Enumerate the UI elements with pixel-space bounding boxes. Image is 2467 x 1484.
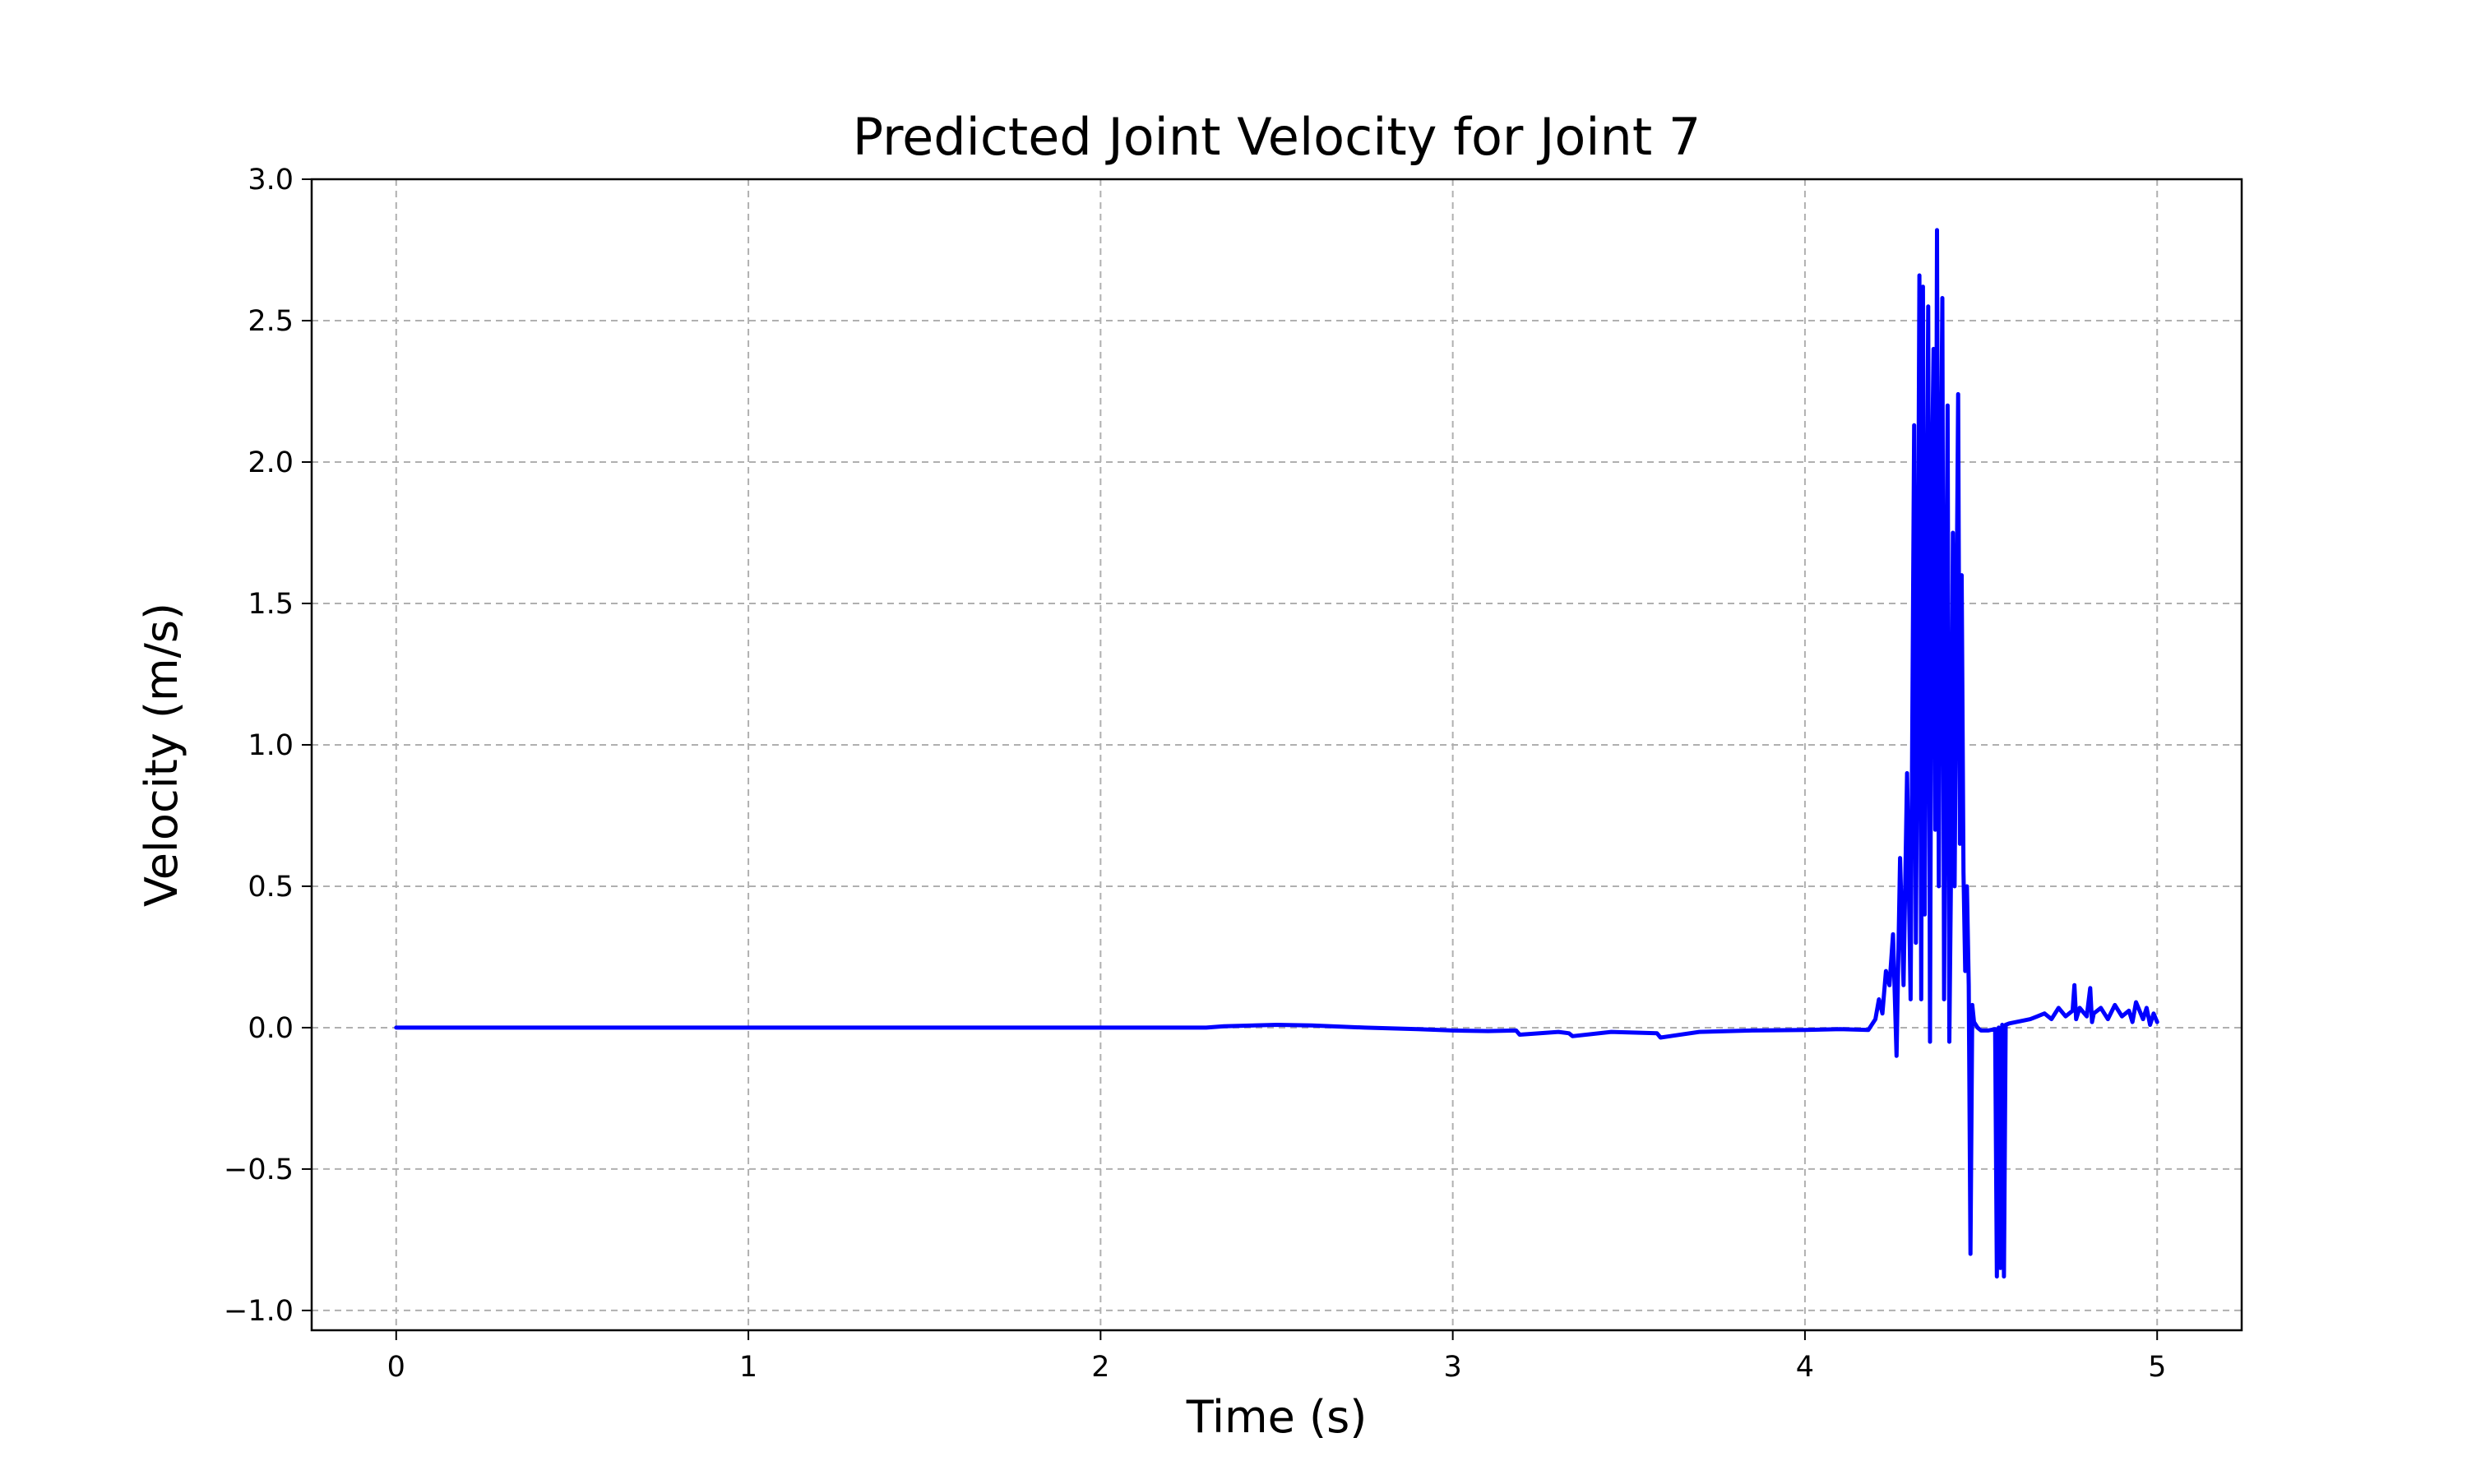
x-tick-label: 5 xyxy=(2148,1351,2166,1384)
plot-area-frame xyxy=(310,178,2243,1332)
y-tick-label: −0.5 xyxy=(224,1153,294,1186)
grid xyxy=(312,178,2242,1330)
y-tick-label: 2.5 xyxy=(248,305,294,338)
velocity-series-line xyxy=(394,228,2159,1279)
y-axis-title: Velocity (m/s) xyxy=(136,603,187,907)
x-tick-label: 1 xyxy=(739,1351,757,1384)
x-tick-label: 0 xyxy=(387,1351,405,1384)
y-tick-label: 1.5 xyxy=(248,588,294,621)
y-tick-label: 0.5 xyxy=(248,871,294,904)
y-tick-label: 3.0 xyxy=(248,164,294,196)
y-tick-label: −1.0 xyxy=(224,1295,294,1328)
y-tick-label: 2.0 xyxy=(248,446,294,479)
y-axis-ticks: −1.0 −0.5 0.0 0.5 1.0 1.5 2.0 2.5 3.0 xyxy=(224,164,312,1328)
x-axis-ticks: 0 1 2 3 4 5 xyxy=(387,1330,2166,1384)
x-axis-title: Time (s) xyxy=(1186,1391,1368,1443)
chart-title: Predicted Joint Velocity for Joint 7 xyxy=(853,107,1701,167)
x-tick-label: 4 xyxy=(1796,1351,1814,1384)
series-layer xyxy=(394,228,2159,1279)
y-tick-label: 1.0 xyxy=(248,729,294,762)
x-tick-label: 2 xyxy=(1091,1351,1109,1384)
y-tick-label: 0.0 xyxy=(248,1012,294,1045)
x-tick-label: 3 xyxy=(1444,1351,1462,1384)
